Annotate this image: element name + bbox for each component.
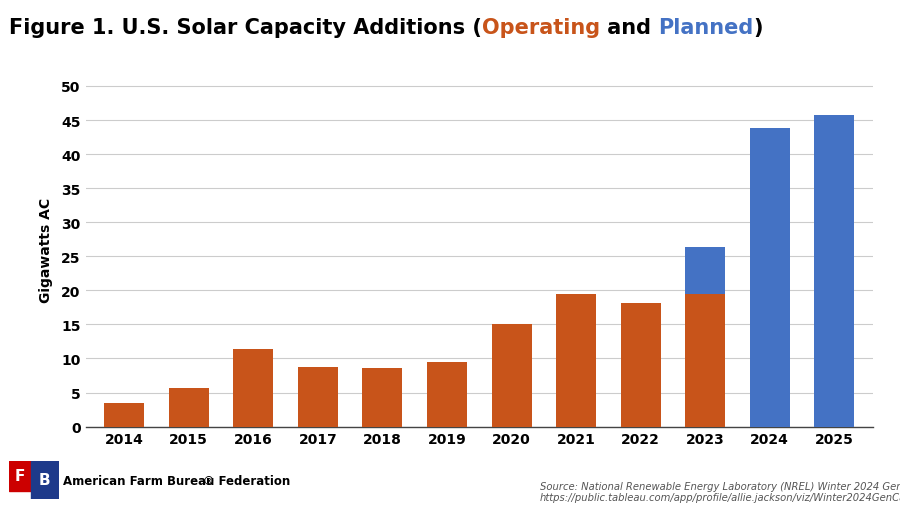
- Bar: [685, 294, 725, 427]
- Bar: [233, 349, 274, 427]
- Text: and: and: [600, 18, 658, 38]
- Bar: [298, 368, 338, 427]
- Bar: [169, 388, 209, 427]
- Text: F: F: [14, 468, 25, 483]
- Bar: [621, 304, 661, 427]
- Bar: [363, 368, 402, 427]
- Text: ): ): [753, 18, 763, 38]
- Bar: [427, 362, 467, 427]
- Text: American Farm Bureau Federation: American Farm Bureau Federation: [63, 474, 290, 487]
- Y-axis label: Gigawatts AC: Gigawatts AC: [39, 197, 53, 302]
- Bar: [9, 461, 34, 491]
- Bar: [750, 129, 789, 427]
- Bar: [32, 461, 58, 499]
- Bar: [814, 115, 854, 427]
- Text: Planned: Planned: [658, 18, 753, 38]
- Bar: [104, 403, 144, 427]
- Text: ®: ®: [202, 474, 214, 487]
- Bar: [556, 294, 596, 427]
- Text: Figure 1. U.S. Solar Capacity Additions (: Figure 1. U.S. Solar Capacity Additions …: [9, 18, 482, 38]
- Bar: [491, 324, 532, 427]
- Bar: [685, 248, 725, 294]
- Text: Source: National Renewable Energy Laboratory (NREL) Winter 2024 Gen Cap by Tech : Source: National Renewable Energy Labora…: [540, 481, 900, 502]
- Text: B: B: [39, 473, 50, 487]
- Text: Operating: Operating: [482, 18, 600, 38]
